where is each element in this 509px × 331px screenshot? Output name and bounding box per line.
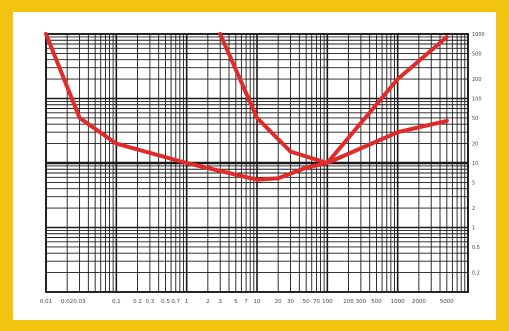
x-tick-label: 20 xyxy=(275,299,282,305)
x-tick-label: 0.5 xyxy=(161,299,170,305)
x-tick-label: 0.2 xyxy=(133,299,142,305)
x-tick-label: 0.03 xyxy=(73,299,86,305)
y-tick-label: 0.5 xyxy=(472,245,480,251)
x-tick-label: 0.7 xyxy=(171,299,180,305)
x-tick-label: 2 xyxy=(206,299,210,305)
x-tick-label: 300 xyxy=(356,299,367,305)
y-tick-label: 1 xyxy=(472,226,475,232)
x-tick-label: 5 xyxy=(234,299,238,305)
series-line-2 xyxy=(218,32,449,165)
y-tick-label: 50 xyxy=(472,116,478,122)
x-tick-label: 3 xyxy=(218,299,222,305)
x-tick-label: 0.3 xyxy=(146,299,155,305)
x-tick-label: 200 xyxy=(343,299,354,305)
plot-border xyxy=(45,33,469,293)
x-tick-label: 100 xyxy=(322,299,333,305)
y-tick-label: 20 xyxy=(472,142,478,148)
y-tick-label: 5 xyxy=(472,180,475,186)
grid-major xyxy=(45,33,469,293)
series-layer xyxy=(44,32,449,182)
y-tick-labels: 1000 500 200 100 50 20 10 5 2 1 0.5 0.2 xyxy=(472,32,485,277)
y-tick-label: 100 xyxy=(472,97,482,103)
x-tick-label: 0.02 xyxy=(61,299,73,305)
y-tick-label: 10 xyxy=(472,161,478,167)
y-tick-label: 200 xyxy=(472,77,482,83)
series-line-1 xyxy=(44,32,449,182)
x-tick-label: 0.01 xyxy=(40,299,52,305)
x-tick-label: 2000 xyxy=(412,299,426,305)
x-tick-label: 30 xyxy=(287,299,294,305)
x-tick-label: 70 xyxy=(313,299,320,305)
x-tick-label: 500 xyxy=(371,299,382,305)
x-tick-labels: 0.01 0.02 0.03 0.1 0.2 0.3 0.5 0.7 1 2 3 5 7 10 20 30 50… xyxy=(40,299,454,305)
x-tick-label: 5000 xyxy=(440,299,454,305)
x-tick-label: 1 xyxy=(185,299,189,305)
y-tick-label: 1000 xyxy=(472,32,485,38)
y-tick-label: 500 xyxy=(472,51,482,57)
x-tick-label: 1000 xyxy=(391,299,405,305)
y-tick-label: 0.2 xyxy=(472,271,480,277)
x-tick-label: 50 xyxy=(303,299,310,305)
y-tick-label: 2 xyxy=(472,206,475,212)
x-tick-label: 0.1 xyxy=(112,299,121,305)
x-tick-label: 10 xyxy=(254,299,261,305)
x-tick-label: 7 xyxy=(244,299,248,305)
